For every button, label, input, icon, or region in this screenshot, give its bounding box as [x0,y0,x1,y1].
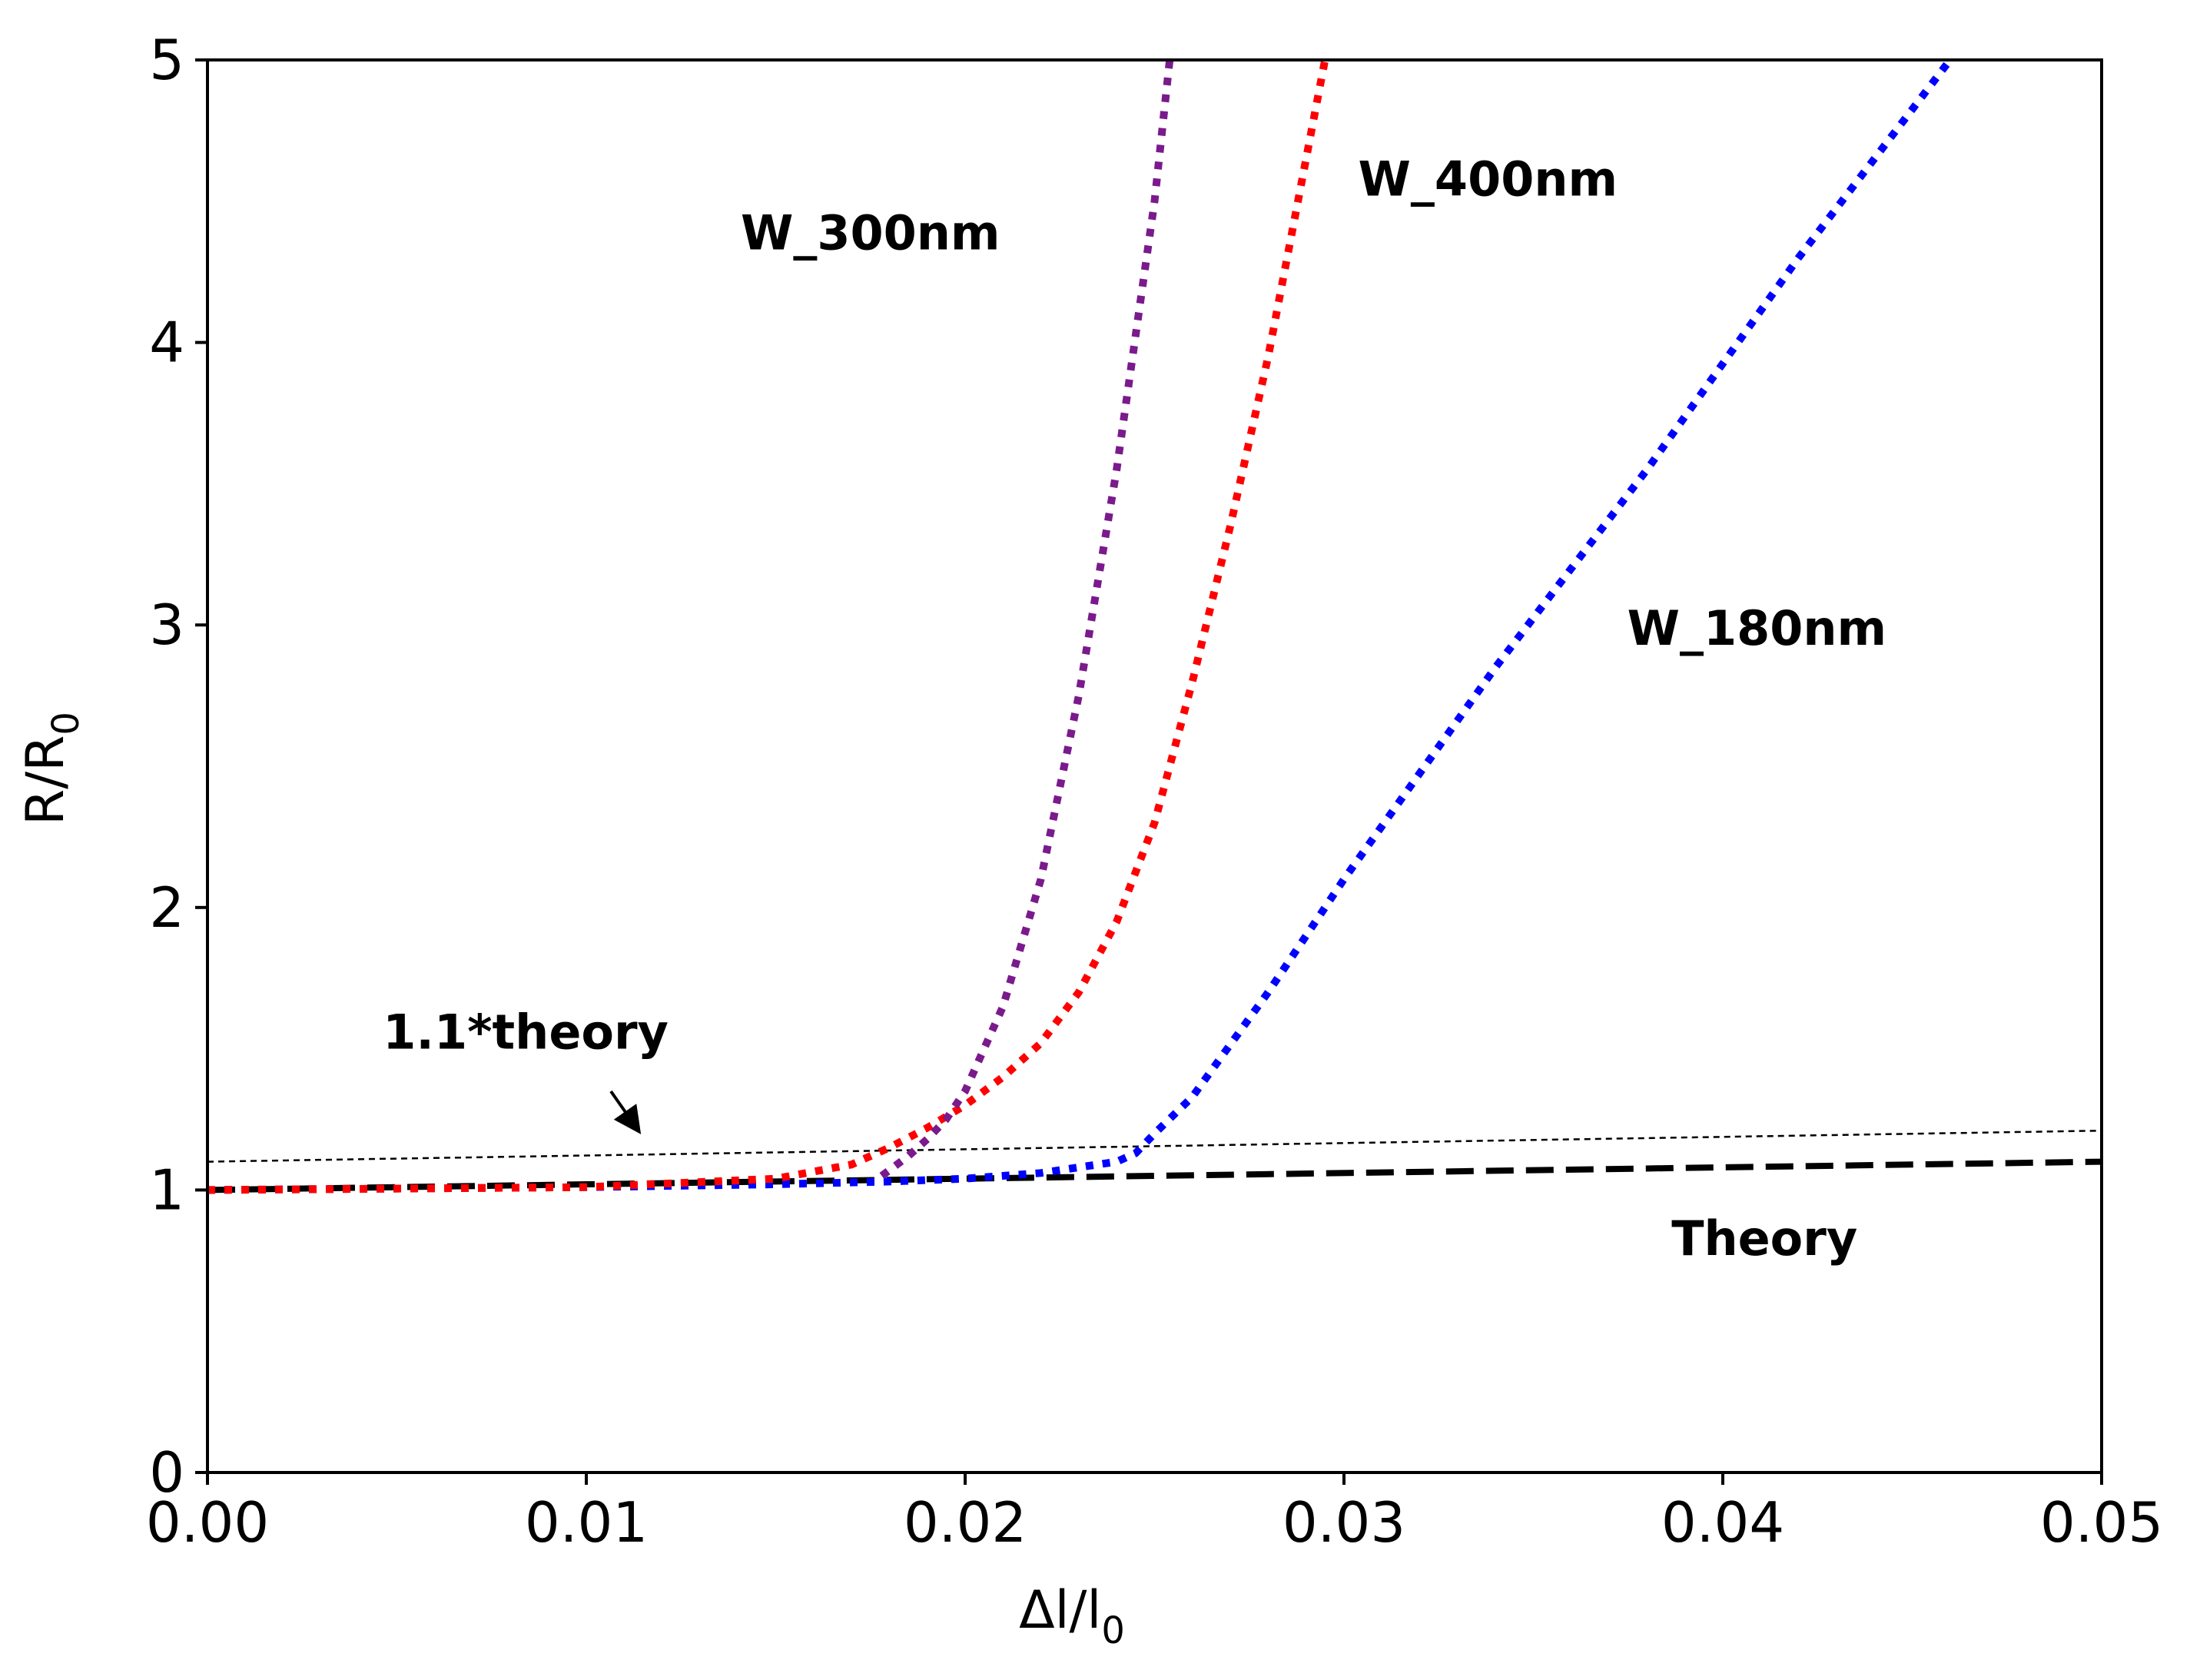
series-w-300nm [879,60,1174,1180]
x-axis-label-sub: 0 [1101,1609,1125,1652]
series-w-180nm [207,60,1953,1194]
y-axis-label-sub: 0 [45,712,88,735]
series-layer [207,60,2102,1194]
y-tick-label: 0 [149,1440,184,1505]
y-tick-label: 2 [149,875,184,940]
annotation-w-400nm: W_400nm [1359,151,1618,207]
x-tick-label: 0.04 [1661,1490,1784,1555]
x-tick-label: 0.00 [146,1490,269,1555]
annotations: W_300nm W_400nm W_180nm Theory 1.1*theory [383,151,1886,1267]
x-tick-label: 0.05 [2040,1490,2163,1555]
x-tick-label: 0.01 [525,1490,648,1555]
annotation-theory: Theory [1671,1210,1857,1267]
series-1-1-theory [207,1129,2102,1163]
y-axis-label-main: R/R [15,735,76,825]
y-axis-label: R/R0 [15,712,88,825]
series-w-400nm [207,60,1329,1194]
x-tick-label: 0.02 [904,1490,1027,1555]
annotation-w-300nm: W_300nm [741,204,1000,261]
y-tick-label: 4 [149,310,184,375]
series-theory [207,1158,2102,1194]
plot-frame [206,58,2103,1474]
y-tick-label: 1 [149,1157,184,1222]
x-tick-label: 0.03 [1282,1490,1405,1555]
y-tick-label: 3 [149,593,184,657]
annotation-arrow [609,1090,642,1134]
y-axis: 0 1 2 3 4 5 [149,28,207,1505]
x-axis-label-main: Δl/l [1019,1580,1101,1641]
annotation-1-1-theory: 1.1*theory [383,1004,669,1061]
y-tick-label: 5 [149,28,184,92]
x-axis: 0.00 0.01 0.02 0.03 0.04 0.05 [146,1472,2163,1555]
x-axis-label: Δl/l0 [1019,1580,1125,1652]
annotation-w-180nm: W_180nm [1628,600,1887,656]
